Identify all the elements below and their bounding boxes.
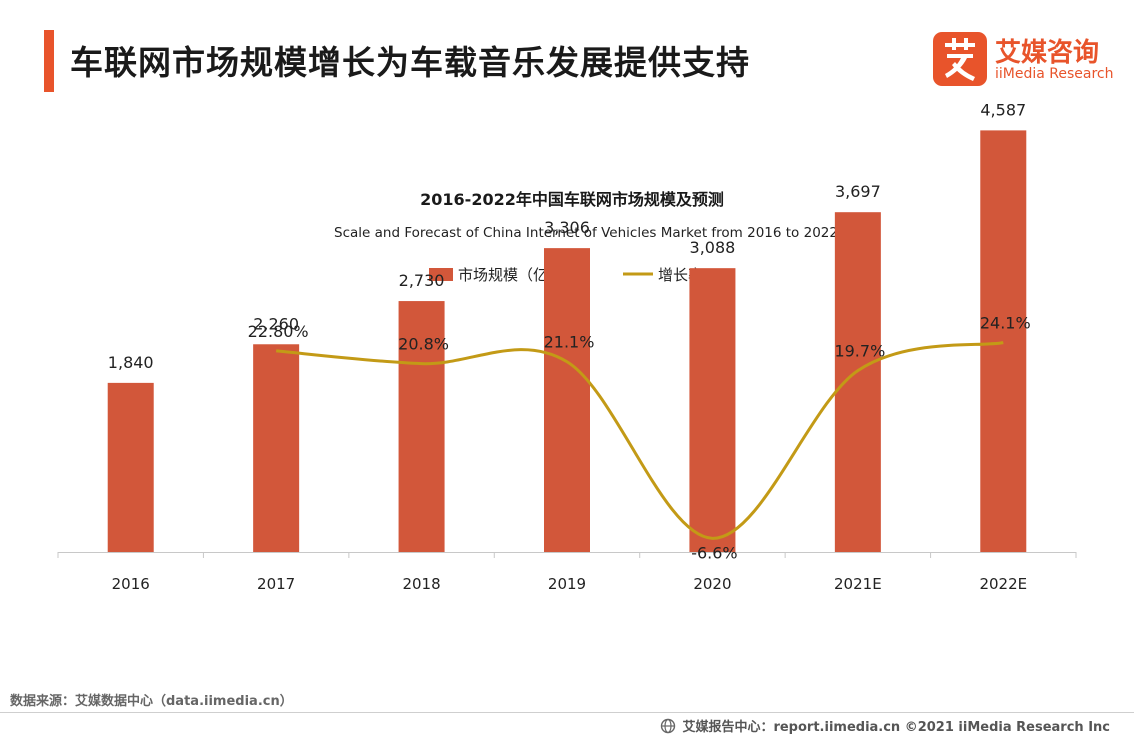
bar-value-label: 2,730 <box>399 271 445 290</box>
footer-copyright: 艾媒报告中心：report.iimedia.cn ©2021 iiMedia R… <box>660 716 1110 735</box>
growth-rate-line <box>276 341 1004 540</box>
bar-value-label: 3,306 <box>544 218 590 237</box>
bar-value-label: 2,260 <box>253 314 299 333</box>
x-tick-label: 2018 <box>402 575 440 593</box>
growth-rate-label: 19.7% <box>834 342 885 361</box>
x-tick-label: 2020 <box>693 575 731 593</box>
growth-rate-label: 20.8% <box>398 335 449 354</box>
x-tick-label: 2017 <box>257 575 295 593</box>
bar-2017 <box>253 344 300 552</box>
growth-rate-label: 21.1% <box>544 333 595 352</box>
page-title: 车联网市场规模增长为车载音乐发展提供支持 <box>70 43 750 82</box>
globe-icon <box>661 718 676 733</box>
title-accent-bar <box>44 30 54 92</box>
bar-2020 <box>689 268 736 552</box>
bar-2018 <box>398 301 445 552</box>
growth-rate-label: 22.80% <box>248 322 309 341</box>
bar-value-label: 4,587 <box>980 100 1026 119</box>
x-tick-label: 2021E <box>834 575 882 593</box>
x-tick-label: 2022E <box>979 575 1027 593</box>
chart-subtitle: Scale and Forecast of China Internet of … <box>334 225 838 241</box>
brand-logo: 艾媒咨询 iiMedia Research <box>933 32 1123 86</box>
data-labels: 1,840 2,260 2,730 3,306 3,088 3,697 4,587 22.80… <box>108 100 1031 562</box>
bar-2021E <box>834 212 881 552</box>
bar-2019 <box>544 248 590 552</box>
x-axis: 2016 2017 2018 2019 2020 2021E 2022E <box>57 552 1077 593</box>
footer-divider <box>0 712 1134 713</box>
chart-title: 2016-2022年中国车联网市场规模及预测 <box>420 190 724 209</box>
x-tick-label: 2019 <box>548 575 586 593</box>
growth-rate-label: 24.1% <box>980 314 1031 333</box>
bar-value-label: 3,697 <box>835 182 881 201</box>
data-source-note: 数据来源：艾媒数据中心（data.iimedia.cn） <box>10 694 293 709</box>
growth-rate-label: -6.6% <box>691 543 737 562</box>
ai-character-logo-icon <box>933 32 987 86</box>
x-tick-label: 2016 <box>112 575 150 593</box>
bar-2016 <box>107 382 154 552</box>
bar-2022E <box>980 130 1027 552</box>
bar-value-label: 1,840 <box>108 353 154 372</box>
bar-value-label: 3,088 <box>690 238 736 257</box>
legend-bar-swatch <box>429 268 453 281</box>
copyright-text: 艾媒报告中心：report.iimedia.cn ©2021 iiMedia R… <box>682 720 1110 735</box>
logo-english-name: iiMedia Research <box>995 66 1114 82</box>
logo-chinese-name: 艾媒咨询 <box>995 38 1100 68</box>
